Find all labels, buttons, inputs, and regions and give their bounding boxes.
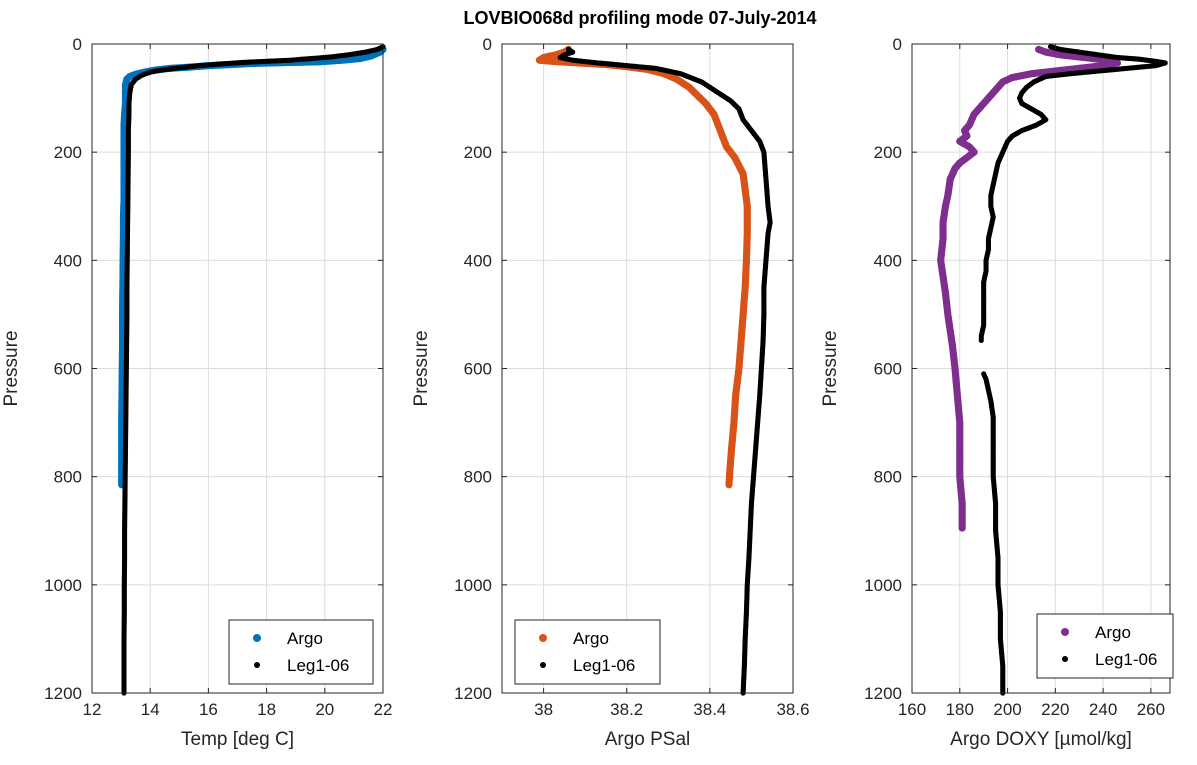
data-point <box>725 481 733 489</box>
figure-title: LOVBIO068d profiling mode 07-July-2014 <box>463 8 816 28</box>
x-tick-label: 38 <box>534 700 553 719</box>
y-tick-label: 600 <box>464 360 492 379</box>
x-tick-label: 38.6 <box>776 700 809 719</box>
y-tick-label: 0 <box>73 35 82 54</box>
legend-marker <box>253 634 261 642</box>
legend-box <box>228 619 374 685</box>
y-tick-label: 0 <box>483 35 492 54</box>
legend-box <box>1036 613 1174 679</box>
x-tick-label: 38.2 <box>610 700 643 719</box>
y-tick-label: 800 <box>874 468 902 487</box>
y-tick-label: 1200 <box>44 684 82 703</box>
legend-marker <box>1062 656 1068 662</box>
y-tick-label: 200 <box>874 143 902 162</box>
y-tick-label: 400 <box>54 251 82 270</box>
x-tick-label: 16 <box>199 700 218 719</box>
legend: Argo Leg1-06 <box>514 619 661 685</box>
y-tick-label: 1200 <box>864 684 902 703</box>
y-tick-label: 200 <box>464 143 492 162</box>
legend-entry: Leg1-06 <box>287 656 349 675</box>
legend-entry: Argo <box>1095 623 1131 642</box>
legend-entry: Argo <box>287 629 323 648</box>
x-tick-label: 22 <box>374 700 393 719</box>
y-axis-label: Pressure <box>411 330 432 406</box>
salinity-panel: 38 38.2 38.4 38.6 0 200 400 600 800 1000 1200 Argo … <box>411 35 810 750</box>
x-axis-label: Temp [deg C] <box>181 729 294 750</box>
y-tick-label: 1200 <box>454 684 492 703</box>
y-tick-label: 200 <box>54 143 82 162</box>
x-tick-label: 240 <box>1089 700 1117 719</box>
y-tick-label: 600 <box>54 360 82 379</box>
x-tick-label: 38.4 <box>693 700 726 719</box>
x-tick-label: 14 <box>141 700 160 719</box>
y-tick-label: 600 <box>874 360 902 379</box>
legend-marker <box>539 634 547 642</box>
legend: Argo Leg1-06 <box>1036 613 1174 679</box>
legend-marker <box>1061 628 1069 636</box>
y-tick-label: 0 <box>893 35 902 54</box>
x-tick-label: 220 <box>1041 700 1069 719</box>
x-tick-label: 12 <box>83 700 102 719</box>
legend: Argo Leg1-06 <box>228 619 374 685</box>
temperature-panel: 12 14 16 18 20 22 0 200 400 600 800 1000 1200 Temp [d… <box>1 35 392 750</box>
series-leg1-06 <box>978 44 1168 696</box>
y-tick-label: 400 <box>874 251 902 270</box>
x-tick-label: 260 <box>1137 700 1165 719</box>
y-tick-label: 1000 <box>454 576 492 595</box>
series-leg1-06 <box>121 44 386 696</box>
y-tick-label: 800 <box>464 468 492 487</box>
legend-box <box>514 619 661 685</box>
oxygen-panel: 160 180 200 220 240 260 0 200 400 600 800 1000 1200 A… <box>820 35 1174 750</box>
x-tick-label: 20 <box>315 700 334 719</box>
x-tick-label: 200 <box>993 700 1021 719</box>
legend-entry: Leg1-06 <box>573 656 635 675</box>
y-axis-label: Pressure <box>1 330 22 406</box>
y-tick-label: 800 <box>54 468 82 487</box>
y-tick-label: 1000 <box>44 576 82 595</box>
series-leg1-06 <box>557 46 773 696</box>
x-axis-label: Argo DOXY [µmol/kg] <box>950 729 1132 750</box>
x-tick-label: 180 <box>946 700 974 719</box>
legend-entry: Leg1-06 <box>1095 650 1157 669</box>
legend-marker <box>254 662 260 668</box>
series-argo <box>937 45 1122 532</box>
x-tick-label: 18 <box>257 700 276 719</box>
data-point <box>958 524 966 532</box>
legend-marker <box>540 662 546 668</box>
y-tick-label: 1000 <box>864 576 902 595</box>
data-point <box>978 337 984 343</box>
y-axis-label: Pressure <box>820 330 841 406</box>
legend-entry: Argo <box>573 629 609 648</box>
y-tick-label: 400 <box>464 251 492 270</box>
x-axis-label: Argo PSal <box>605 729 691 750</box>
x-tick-label: 160 <box>898 700 926 719</box>
